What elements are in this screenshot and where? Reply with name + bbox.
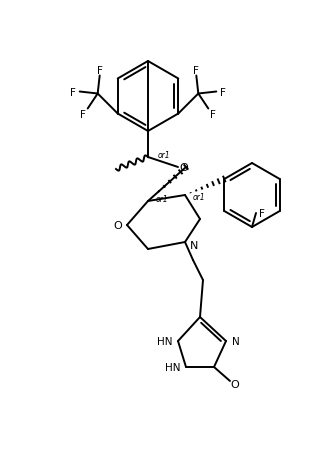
Text: F: F: [70, 87, 76, 97]
Text: F: F: [80, 110, 86, 120]
Text: F: F: [220, 87, 226, 97]
Text: or1: or1: [193, 193, 205, 202]
Text: O: O: [114, 221, 122, 230]
Text: F: F: [193, 66, 199, 76]
Text: F: F: [259, 208, 265, 219]
Text: N: N: [232, 336, 240, 346]
Text: N: N: [190, 240, 198, 250]
Text: or1: or1: [158, 151, 170, 160]
Text: F: F: [210, 110, 216, 120]
Text: HN: HN: [157, 336, 173, 346]
Text: O: O: [230, 379, 239, 389]
Text: or1: or1: [156, 195, 168, 204]
Text: F: F: [97, 66, 103, 76]
Text: O: O: [180, 163, 188, 173]
Text: HN: HN: [165, 362, 181, 372]
